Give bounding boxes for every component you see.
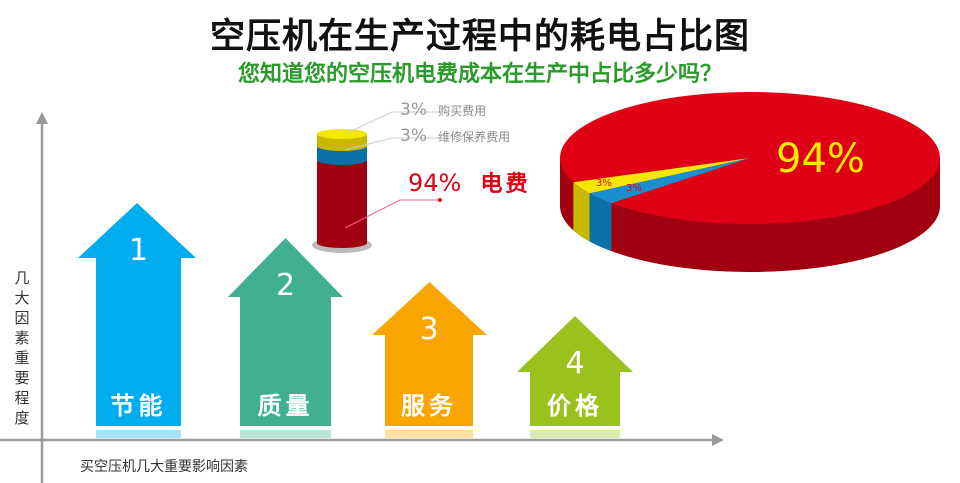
x-axis-label: 买空压机几大重要影响因素 [80,459,248,475]
arrow-reflection [240,430,331,438]
factor-1: 1 节能 [96,0,181,483]
legend-value: 94% [408,169,462,197]
factor-label: 质量 [257,392,314,420]
arrow-reflection [385,430,473,438]
pie-label-purchase: 3% [596,178,612,189]
legend-label: 维修保养费用 [438,130,511,144]
pie-slice-maintenance [589,158,750,204]
legend-value: 3% [400,100,427,120]
factor-4: 4 价格 [530,0,620,483]
pie-slice-purchase [573,158,750,194]
legend-label: 购买费用 [438,104,487,118]
pie-side-slice [573,182,590,242]
cylinder-top [317,129,367,139]
factor-arrow-1 [78,203,196,426]
factor-arrow-4 [517,316,633,426]
cylinder-segment [317,160,367,243]
y-axis-label: 几大因素重要程度 [14,269,30,427]
factor-arrow-2 [228,238,343,426]
x-axis-arrow [712,434,724,446]
pie-chart-3d [560,92,940,272]
factor-3: 3 服务 [385,0,473,483]
factor-rank: 4 [565,346,585,381]
axes [0,112,724,483]
pie-side-slice [589,193,612,252]
factor-rank: 2 [275,268,296,303]
legend-label: 电费 [480,172,531,197]
factor-label: 价格 [547,392,603,420]
factor-rank: 3 [419,312,439,347]
factor-label: 节能 [110,392,167,420]
legend-maintenance: 3% 维修保养费用 [400,126,510,146]
y-axis-arrow [36,112,48,124]
arrow-reflection [530,430,620,438]
factor-rank: 1 [128,233,149,268]
factor-arrow-3 [372,282,487,426]
legend-electricity: 94% 电费 [408,166,530,198]
cylinder-chart [312,129,372,253]
page-subtitle: 您知道您的空压机电费成本在生产中占比多少吗？ [237,62,722,87]
legend-value: 3% [400,126,427,146]
arrow-reflection [96,430,181,438]
cylinder-leader-lines [344,111,440,229]
factor-2: 2 质量 [240,0,331,483]
pie-label-electricity: 94% [776,136,865,182]
pie-label-maintenance: 3% [626,183,642,194]
factor-label: 服务 [401,392,457,420]
legend-purchase: 3% 购买费用 [400,100,486,120]
page-title: 空压机在生产过程中的耗电占比图 [209,17,750,57]
